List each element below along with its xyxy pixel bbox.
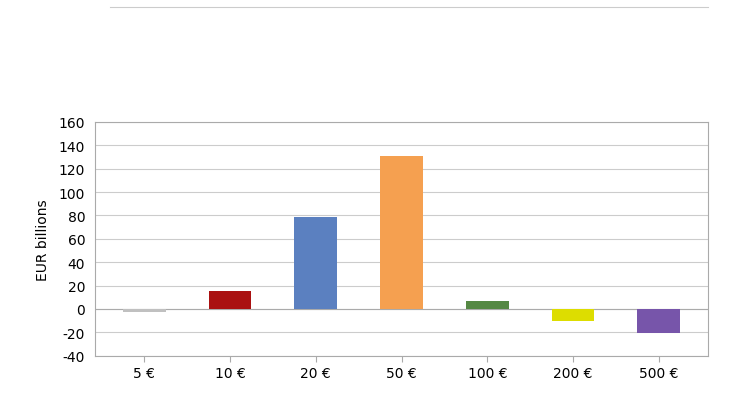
Bar xyxy=(123,309,166,313)
Bar xyxy=(466,301,509,309)
Bar xyxy=(294,217,337,309)
Bar xyxy=(209,292,251,309)
Bar xyxy=(637,309,680,334)
Bar xyxy=(380,157,423,309)
Bar xyxy=(552,309,594,321)
Y-axis label: EUR billions: EUR billions xyxy=(36,198,50,280)
